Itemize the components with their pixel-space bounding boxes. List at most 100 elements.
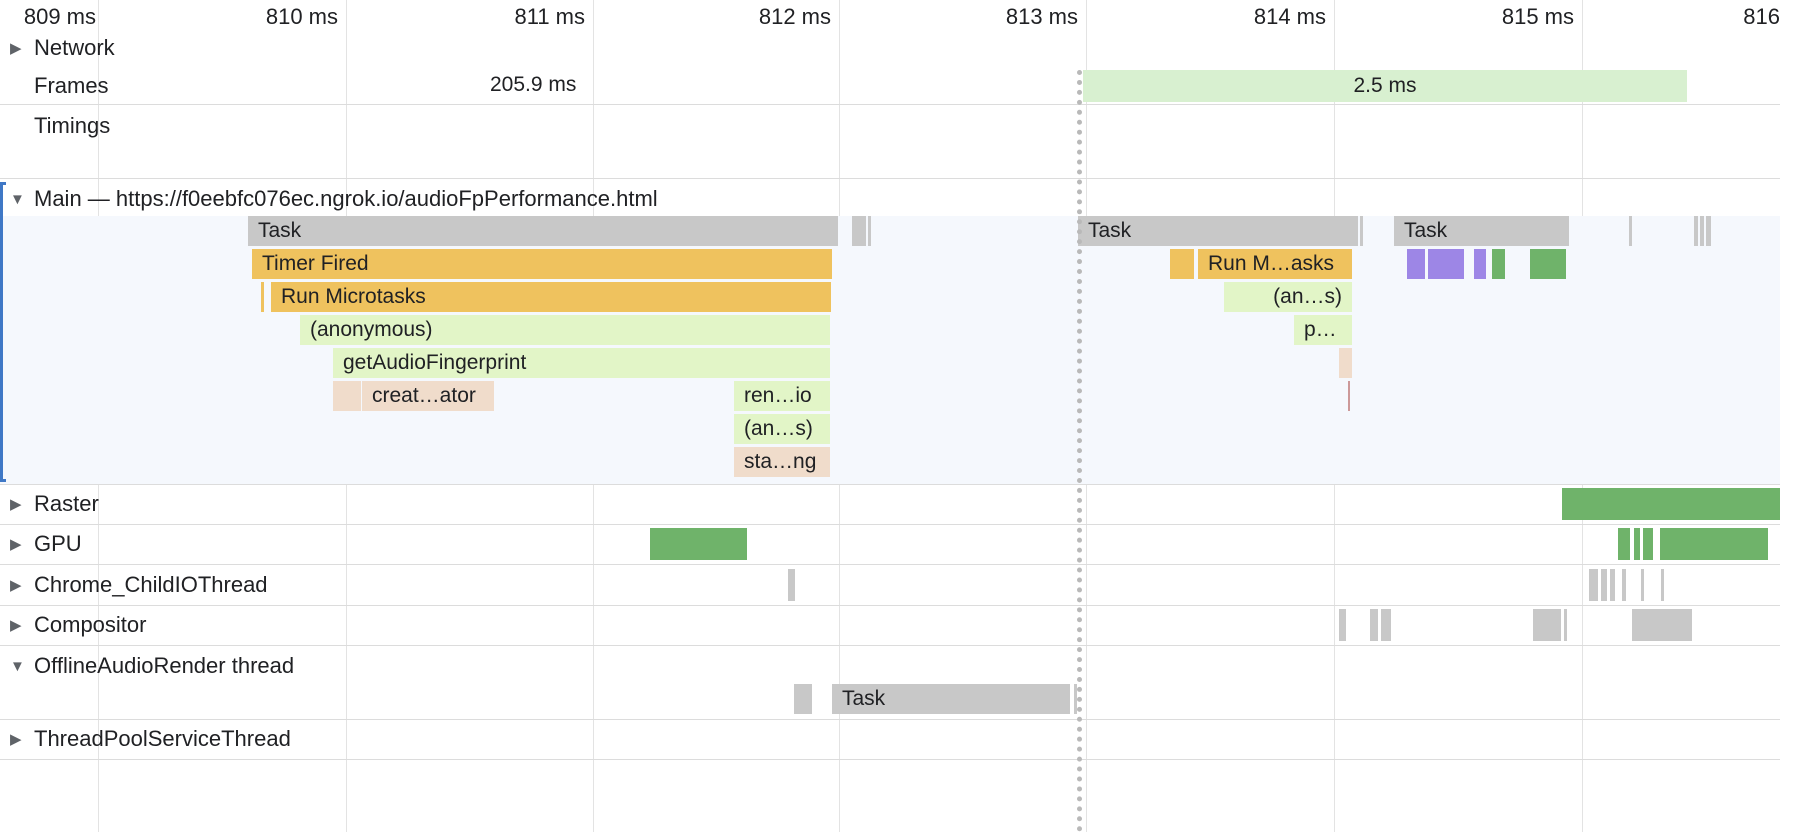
triangle-down-icon: ▼	[10, 657, 25, 675]
flame-function-call-bar[interactable]: (an…s)	[734, 414, 830, 444]
audio-event-bar[interactable]	[1074, 684, 1077, 714]
track-header-compositor[interactable]: ▶ Compositor	[10, 609, 146, 641]
audio-task-bar[interactable]: Task	[832, 684, 1070, 714]
flame-function-call-bar[interactable]: (anonymous)	[300, 315, 830, 345]
track-label: GPU	[34, 531, 82, 556]
flame-task-sliver[interactable]	[1694, 216, 1698, 246]
track-header-offline-audio-render[interactable]: ▼ OfflineAudioRender thread	[10, 650, 294, 682]
frame-bar[interactable]: 2.5 ms	[1083, 70, 1687, 102]
track-header-child-io-thread[interactable]: ▶ Chrome_ChildIOThread	[10, 569, 268, 601]
gpu-event-bar[interactable]	[1660, 528, 1768, 560]
track-label: Timings	[34, 113, 111, 138]
io-event-bar[interactable]	[788, 569, 795, 601]
flame-task-bar[interactable]: Task	[1394, 216, 1569, 246]
triangle-right-icon: ▶	[10, 617, 22, 634]
audio-event-bar[interactable]	[794, 684, 812, 714]
flame-event-bar[interactable]	[1530, 249, 1566, 279]
compositor-event-bar[interactable]	[1370, 609, 1378, 641]
track-divider	[0, 104, 1780, 105]
track-label: Frames	[34, 73, 109, 98]
io-event-bar[interactable]	[1610, 569, 1615, 601]
flame-function-call-bar[interactable]: p…	[1294, 315, 1352, 345]
flame-function-call-bar[interactable]: sta…ng	[734, 447, 830, 477]
flame-task-sliver[interactable]	[868, 216, 871, 246]
compositor-event-bar[interactable]	[1533, 609, 1561, 641]
ruler-tick-label: 812 ms	[758, 4, 831, 29]
track-label: Raster	[34, 491, 99, 516]
track-divider	[0, 759, 1780, 760]
flame-event-bar[interactable]	[1428, 249, 1464, 279]
flame-task-bar[interactable]: Task	[1078, 216, 1358, 246]
flame-event-bar[interactable]	[1492, 249, 1505, 279]
flame-function-call-bar[interactable]: creat…ator	[362, 381, 494, 411]
flame-task-sliver[interactable]	[852, 216, 866, 246]
compositor-event-bar[interactable]	[1564, 609, 1567, 641]
main-thread-selection-bracket	[0, 182, 6, 482]
track-divider	[0, 178, 1780, 179]
triangle-right-icon: ▶	[10, 731, 22, 748]
io-event-bar[interactable]	[1622, 569, 1626, 601]
track-header-raster[interactable]: ▶ Raster	[10, 488, 99, 520]
track-header-main[interactable]: ▼ Main — https://f0eebfc076ec.ngrok.io/a…	[10, 183, 658, 215]
flame-function-call-bar[interactable]: getAudioFingerprint	[333, 348, 830, 378]
track-label: Main — https://f0eebfc076ec.ngrok.io/aud…	[34, 186, 658, 211]
flame-event-bar[interactable]	[1170, 249, 1194, 279]
flame-run-microtasks-bar[interactable]: Run Microtasks	[271, 282, 831, 312]
flame-event-bar[interactable]	[1474, 249, 1486, 279]
triangle-right-icon: ▶	[10, 536, 22, 553]
flame-run-microtasks-bar[interactable]: Run M…asks	[1198, 249, 1352, 279]
compositor-event-bar[interactable]	[1339, 609, 1346, 641]
frame-duration-label: 2.5 ms	[1353, 74, 1417, 97]
track-header-timings[interactable]: Timings	[10, 110, 110, 142]
track-header-network[interactable]: ▶ Network	[10, 32, 115, 64]
track-divider	[0, 564, 1780, 565]
track-label: OfflineAudioRender thread	[34, 653, 295, 678]
ruler-tick-label: 815 ms	[1501, 4, 1574, 29]
flame-task-sliver[interactable]	[1706, 216, 1711, 246]
time-cursor-marker[interactable]	[1077, 70, 1082, 832]
io-event-bar[interactable]	[1641, 569, 1644, 601]
triangle-right-icon: ▶	[10, 577, 22, 594]
track-header-thread-pool-service[interactable]: ▶ ThreadPoolServiceThread	[10, 723, 291, 755]
track-label: Chrome_ChildIOThread	[34, 572, 268, 597]
gpu-event-bar[interactable]	[1618, 528, 1630, 560]
ruler-tick-label: 814 ms	[1253, 4, 1326, 29]
gpu-event-bar[interactable]	[650, 528, 747, 560]
flame-event-bar[interactable]	[333, 381, 361, 411]
frame-duration-label[interactable]: 205.9 ms	[490, 73, 577, 96]
flame-function-call-bar[interactable]: ren…io	[734, 381, 830, 411]
track-header-frames[interactable]: Frames	[10, 70, 109, 102]
io-event-bar[interactable]	[1589, 569, 1598, 601]
ruler-tick-label: 816	[1743, 4, 1780, 29]
triangle-right-icon: ▶	[10, 496, 22, 513]
track-divider	[0, 524, 1780, 525]
ruler-tick-label: 809 ms	[23, 4, 96, 29]
flame-event-bar[interactable]	[261, 282, 264, 312]
gpu-event-bar[interactable]	[1643, 528, 1653, 560]
triangle-down-icon: ▼	[10, 190, 25, 208]
track-label: Compositor	[34, 612, 147, 637]
ruler-tick-label: 810 ms	[265, 4, 338, 29]
io-event-bar[interactable]	[1601, 569, 1607, 601]
flame-task-sliver[interactable]	[1629, 216, 1632, 246]
track-header-gpu[interactable]: ▶ GPU	[10, 528, 82, 560]
track-label: ThreadPoolServiceThread	[34, 726, 291, 751]
flame-task-bar[interactable]: Task	[248, 216, 838, 246]
flame-timer-fired-bar[interactable]: Timer Fired	[252, 249, 832, 279]
flame-event-bar[interactable]	[1339, 348, 1352, 378]
track-divider	[0, 605, 1780, 606]
raster-event-bar[interactable]	[1562, 488, 1780, 520]
compositor-event-bar[interactable]	[1632, 609, 1692, 641]
flame-task-sliver[interactable]	[1360, 216, 1363, 246]
io-event-bar[interactable]	[1661, 569, 1664, 601]
ruler-tick-label: 811 ms	[514, 4, 585, 29]
compositor-event-bar[interactable]	[1381, 609, 1391, 641]
flame-function-call-bar[interactable]: (an…s)	[1224, 282, 1352, 312]
track-divider	[0, 484, 1780, 485]
track-divider	[0, 719, 1780, 720]
flame-event-bar[interactable]	[1407, 249, 1425, 279]
gpu-event-bar[interactable]	[1634, 528, 1640, 560]
flame-task-sliver[interactable]	[1700, 216, 1704, 246]
flame-event-bar[interactable]	[1348, 381, 1350, 411]
